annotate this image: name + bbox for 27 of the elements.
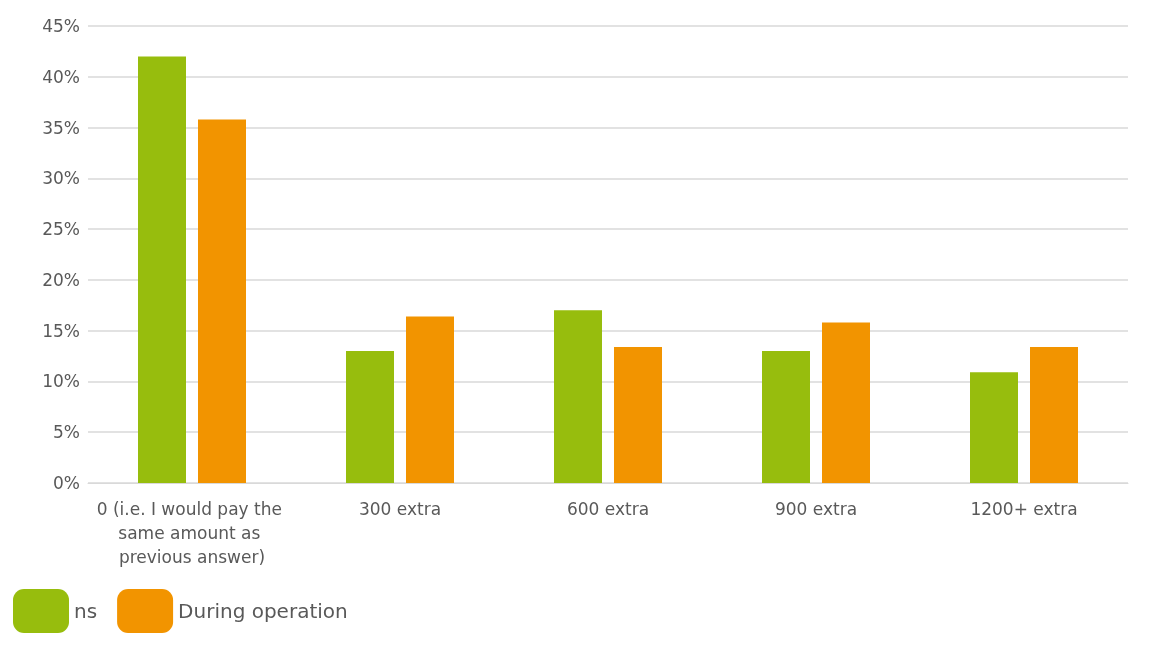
legend-label: During operation [178,599,348,623]
y-tick-label: 40% [42,66,80,87]
legend-label: ns [74,599,98,623]
y-tick-label: 35% [42,117,80,138]
bar [198,119,246,483]
bar [970,372,1018,483]
x-tick-label: 600 extra [566,499,650,519]
y-tick-label: 45% [42,16,80,36]
x-tick-label: 1200+ extra [970,499,1078,519]
x-tick-label: 900 extra [774,499,858,519]
x-tick-label: 0 (i.e. I would pay the same amount as previous answer) [96,499,288,567]
y-tick-label: 25% [42,219,80,240]
y-tick-label: 20% [42,269,80,290]
bar [1030,346,1078,483]
bar [138,56,186,483]
y-tick-label: 0% [53,473,80,493]
bar [406,316,454,483]
y-tick-label: 15% [42,320,80,341]
y-tick-label: 10% [42,371,80,392]
bar [762,350,810,483]
y-tick-label: 30% [42,168,80,189]
bar [614,346,662,483]
x-tick-label: 300 extra [358,499,442,519]
bar [346,350,394,483]
y-tick-label: 5% [53,422,80,443]
bar [554,310,602,483]
bar [822,322,870,483]
